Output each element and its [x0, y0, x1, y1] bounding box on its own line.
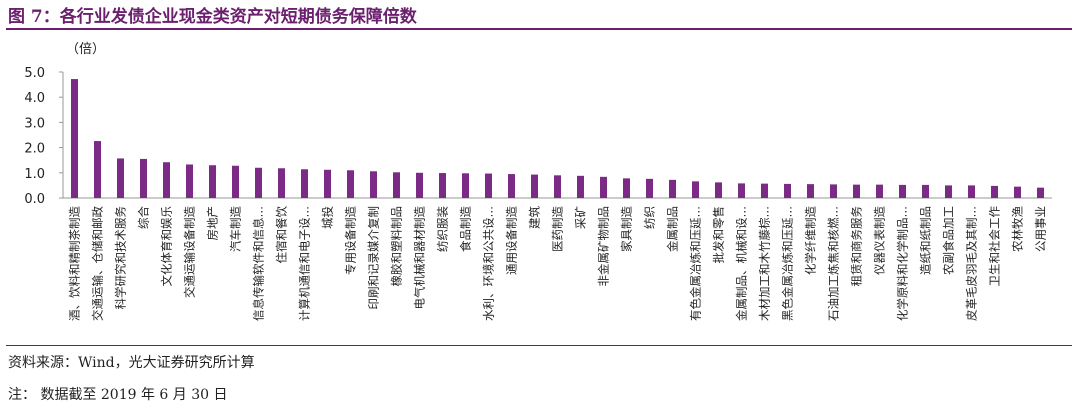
bar — [439, 173, 446, 198]
bar — [646, 178, 653, 198]
y-tick-label: 0.0 — [24, 192, 45, 207]
x-category-label: 租赁和商务服务 — [850, 206, 864, 287]
x-category-label: 农副食品加工 — [942, 206, 956, 275]
x-category-label: 水利、环境和公共设… — [482, 206, 496, 321]
bar — [462, 173, 469, 198]
bar — [577, 175, 584, 198]
bar — [301, 169, 308, 198]
x-category-label: 公用事业 — [1034, 206, 1048, 252]
bar — [669, 179, 676, 198]
bar — [485, 173, 492, 198]
bar — [784, 183, 791, 198]
x-category-label: 石油加工炼焦和核燃… — [827, 206, 841, 321]
bar — [876, 184, 883, 198]
title-rule — [6, 28, 1072, 30]
bar — [830, 184, 837, 198]
x-category-label: 汽车制造 — [229, 206, 243, 252]
bar — [1014, 186, 1021, 198]
bar — [416, 172, 423, 198]
x-category-label: 仪器仪表制造 — [873, 206, 887, 275]
x-category-label: 文化体育和娱乐 — [160, 206, 174, 287]
bar — [853, 184, 860, 198]
bar — [623, 178, 630, 198]
x-category-label: 农林牧渔 — [1011, 206, 1025, 252]
bar — [94, 141, 101, 198]
y-tick-label: 1.0 — [24, 167, 45, 182]
x-category-label: 化学纤维制造 — [804, 206, 818, 275]
y-tick-label: 5.0 — [24, 66, 45, 81]
bar — [117, 158, 124, 198]
bar — [531, 174, 538, 198]
bar — [968, 185, 975, 198]
x-category-label: 房地产 — [206, 206, 220, 241]
x-category-label: 金属制品 — [666, 206, 680, 252]
x-category-label: 信息传输软件和信息… — [252, 206, 266, 321]
bar — [255, 167, 262, 198]
footer-rule — [6, 345, 1072, 346]
x-category-label: 酒、饮料和精制茶制造 — [68, 206, 82, 321]
y-axis-unit-label: （倍） — [66, 42, 105, 57]
x-category-label: 批发和零售 — [712, 206, 726, 264]
x-category-label: 交通运输设备制造 — [183, 206, 197, 298]
bar — [1037, 187, 1044, 198]
x-category-label: 卫生和社会工作 — [988, 206, 1002, 287]
x-category-label: 金属制品、机械和设… — [735, 206, 749, 321]
bar — [232, 165, 239, 198]
bar — [324, 169, 331, 198]
figure-title: 图 7：各行业发债企业现金类资产对短期债务保障倍数 — [8, 7, 417, 27]
bar — [71, 79, 78, 198]
y-tick-label: 2.0 — [24, 142, 45, 157]
x-category-label: 非金属矿物制品 — [597, 206, 611, 287]
bar — [347, 170, 354, 198]
x-category-label: 造纸和纸制品 — [919, 206, 933, 275]
bar — [945, 185, 952, 198]
x-category-label: 综合 — [137, 206, 151, 229]
x-category-label: 食品制造 — [459, 206, 473, 252]
x-category-label: 化学原料和化学制品… — [896, 206, 910, 321]
bar — [209, 165, 216, 198]
bar — [393, 172, 400, 198]
bar — [554, 175, 561, 198]
x-category-label: 建筑 — [528, 206, 542, 229]
x-category-label: 皮革毛皮羽毛及其制… — [965, 206, 979, 321]
x-category-label: 通用设备制造 — [505, 206, 519, 275]
bar — [922, 184, 929, 198]
bar — [163, 162, 170, 198]
x-category-label: 城投 — [321, 206, 335, 229]
x-category-label: 住宿和餐饮 — [275, 206, 289, 264]
y-tick-label: 3.0 — [24, 116, 45, 131]
x-category-label: 木材加工和木竹藤棕… — [758, 206, 772, 321]
bar — [600, 176, 607, 198]
bar — [692, 181, 699, 198]
x-category-label: 交通运输、仓储和邮政 — [91, 206, 105, 321]
bar — [715, 182, 722, 198]
y-tick-label: 4.0 — [24, 91, 45, 106]
x-category-label: 电气机械和器材制造 — [413, 206, 427, 310]
bar-chart: （倍） 0.0 1.0 2.0 3.0 4.0 5.0 酒、饮料和精制茶制造 交通运输、仓储和… — [24, 42, 1052, 321]
bar — [370, 171, 377, 198]
bar — [991, 185, 998, 198]
x-category-label: 科学研究和技术服务 — [114, 206, 128, 310]
x-category-label: 计算机通信和电子设… — [298, 206, 312, 321]
x-category-label: 印刷和记录媒介复制 — [367, 206, 381, 310]
bar — [738, 183, 745, 198]
bar — [508, 174, 515, 198]
x-category-label: 纺织 — [643, 206, 657, 229]
date-note: 注： 数据截至 2019 年 6 月 30 日 — [8, 387, 228, 403]
bar — [278, 168, 285, 198]
x-category-label: 黑色金属冶炼和压延… — [781, 206, 795, 321]
x-category-label: 采矿 — [574, 206, 588, 229]
bar — [140, 158, 147, 198]
x-category-label: 纺织服装 — [436, 206, 450, 252]
bar — [899, 184, 906, 198]
bar — [761, 183, 768, 198]
source-note: 资料来源：Wind，光大证券研究所计算 — [8, 355, 255, 371]
bar — [186, 164, 193, 198]
x-category-label: 专用设备制造 — [344, 206, 358, 275]
x-category-label: 医药制造 — [551, 206, 565, 252]
x-category-label: 家具制造 — [620, 206, 634, 252]
x-category-label: 有色金属冶炼和压延… — [689, 206, 703, 321]
x-category-label: 橡胶和塑料制品 — [390, 206, 404, 287]
bar — [807, 184, 814, 198]
